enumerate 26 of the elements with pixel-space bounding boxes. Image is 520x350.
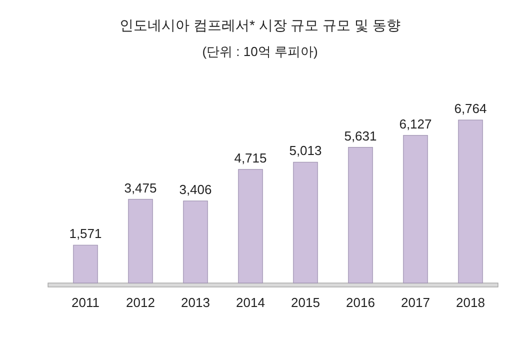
x-tick-label: 2013: [181, 295, 210, 310]
data-label: 3,475: [124, 180, 157, 196]
data-label: 5,013: [289, 143, 322, 158]
bar: [238, 169, 263, 284]
chart-subtitle: (단위 : 10억 루피아): [202, 44, 318, 59]
x-tick-label: 2015: [291, 295, 320, 310]
data-label: 4,715: [234, 150, 267, 166]
bar: [128, 198, 153, 284]
x-tick-label: 2017: [401, 295, 430, 310]
data-label: 6,127: [399, 116, 432, 132]
x-tick-label: 2012: [126, 295, 155, 310]
bar: [183, 200, 208, 284]
x-tick-label: 2011: [72, 295, 100, 310]
bar: [403, 135, 428, 284]
data-label: 1,571: [69, 226, 102, 242]
chart-title: 인도네시아 컴프레서* 시장 규모 규모 및 동향: [120, 17, 400, 33]
x-tick-label: 2014: [236, 295, 265, 310]
bar: [293, 162, 318, 284]
x-tick-label: 2016: [346, 295, 375, 310]
bar: [458, 120, 483, 284]
x-tick-label: 2018: [456, 295, 485, 310]
data-label: 5,631: [344, 128, 377, 144]
data-label: 6,764: [454, 101, 487, 116]
bar: [73, 244, 98, 284]
data-label: 3,406: [179, 182, 212, 197]
bar: [348, 147, 373, 284]
